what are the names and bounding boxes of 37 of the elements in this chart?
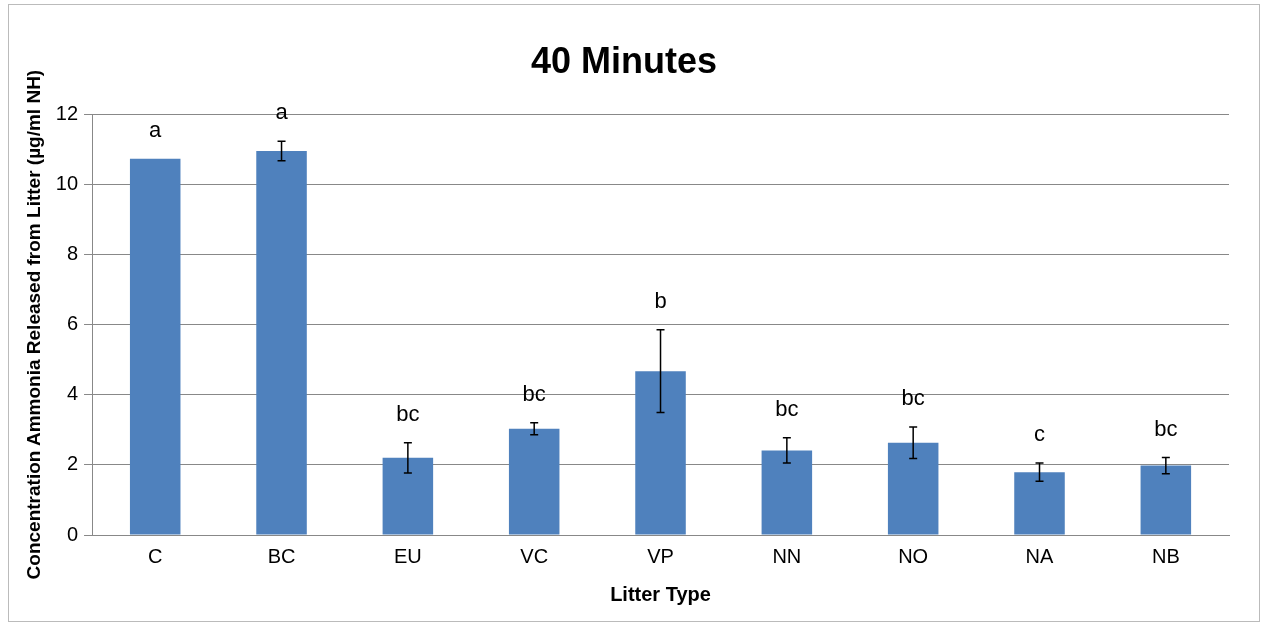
annotation: b [654,287,667,313]
x-tick-label: VP [647,544,674,567]
x-axis-title: Litter Type [610,582,711,605]
annotation: c [1034,421,1046,447]
bar [1014,472,1065,535]
annotation: bc [901,385,925,411]
x-tick-label: NN [772,544,802,567]
bar [1140,465,1192,535]
bar [129,158,181,535]
y-tick-label: 8 [66,241,79,264]
bar [635,371,686,535]
bar [256,151,307,535]
annotation: bc [1154,415,1178,441]
bar [887,442,939,535]
chart-title: 40 Minutes [530,39,718,81]
y-tick-label: 12 [55,101,79,124]
x-tick-label: NB [1151,544,1180,567]
x-tick-label: NA [1025,544,1055,567]
annotation: bc [522,380,546,406]
y-tick-label: 4 [66,382,79,405]
x-tick-label: C [147,544,163,567]
y-tick-label: 10 [55,171,79,194]
annotation: bc [396,400,420,426]
y-axis-title: Concentration Ammonia Released from Litter (µg/ml NH) [22,69,44,580]
y-tick-label: 0 [66,522,79,545]
x-tick-label: EU [393,544,422,567]
x-tick-label: NO [898,544,929,567]
bar [761,450,813,535]
x-tick-label: VC [520,544,549,567]
annotation: a [149,116,163,142]
annotation: bc [775,395,799,421]
x-tick-label: BC [267,544,296,567]
y-tick-label: 6 [66,312,79,335]
bar [382,457,434,535]
annotation: a [275,99,289,125]
bar [508,428,560,535]
y-tick-label: 2 [66,452,79,475]
